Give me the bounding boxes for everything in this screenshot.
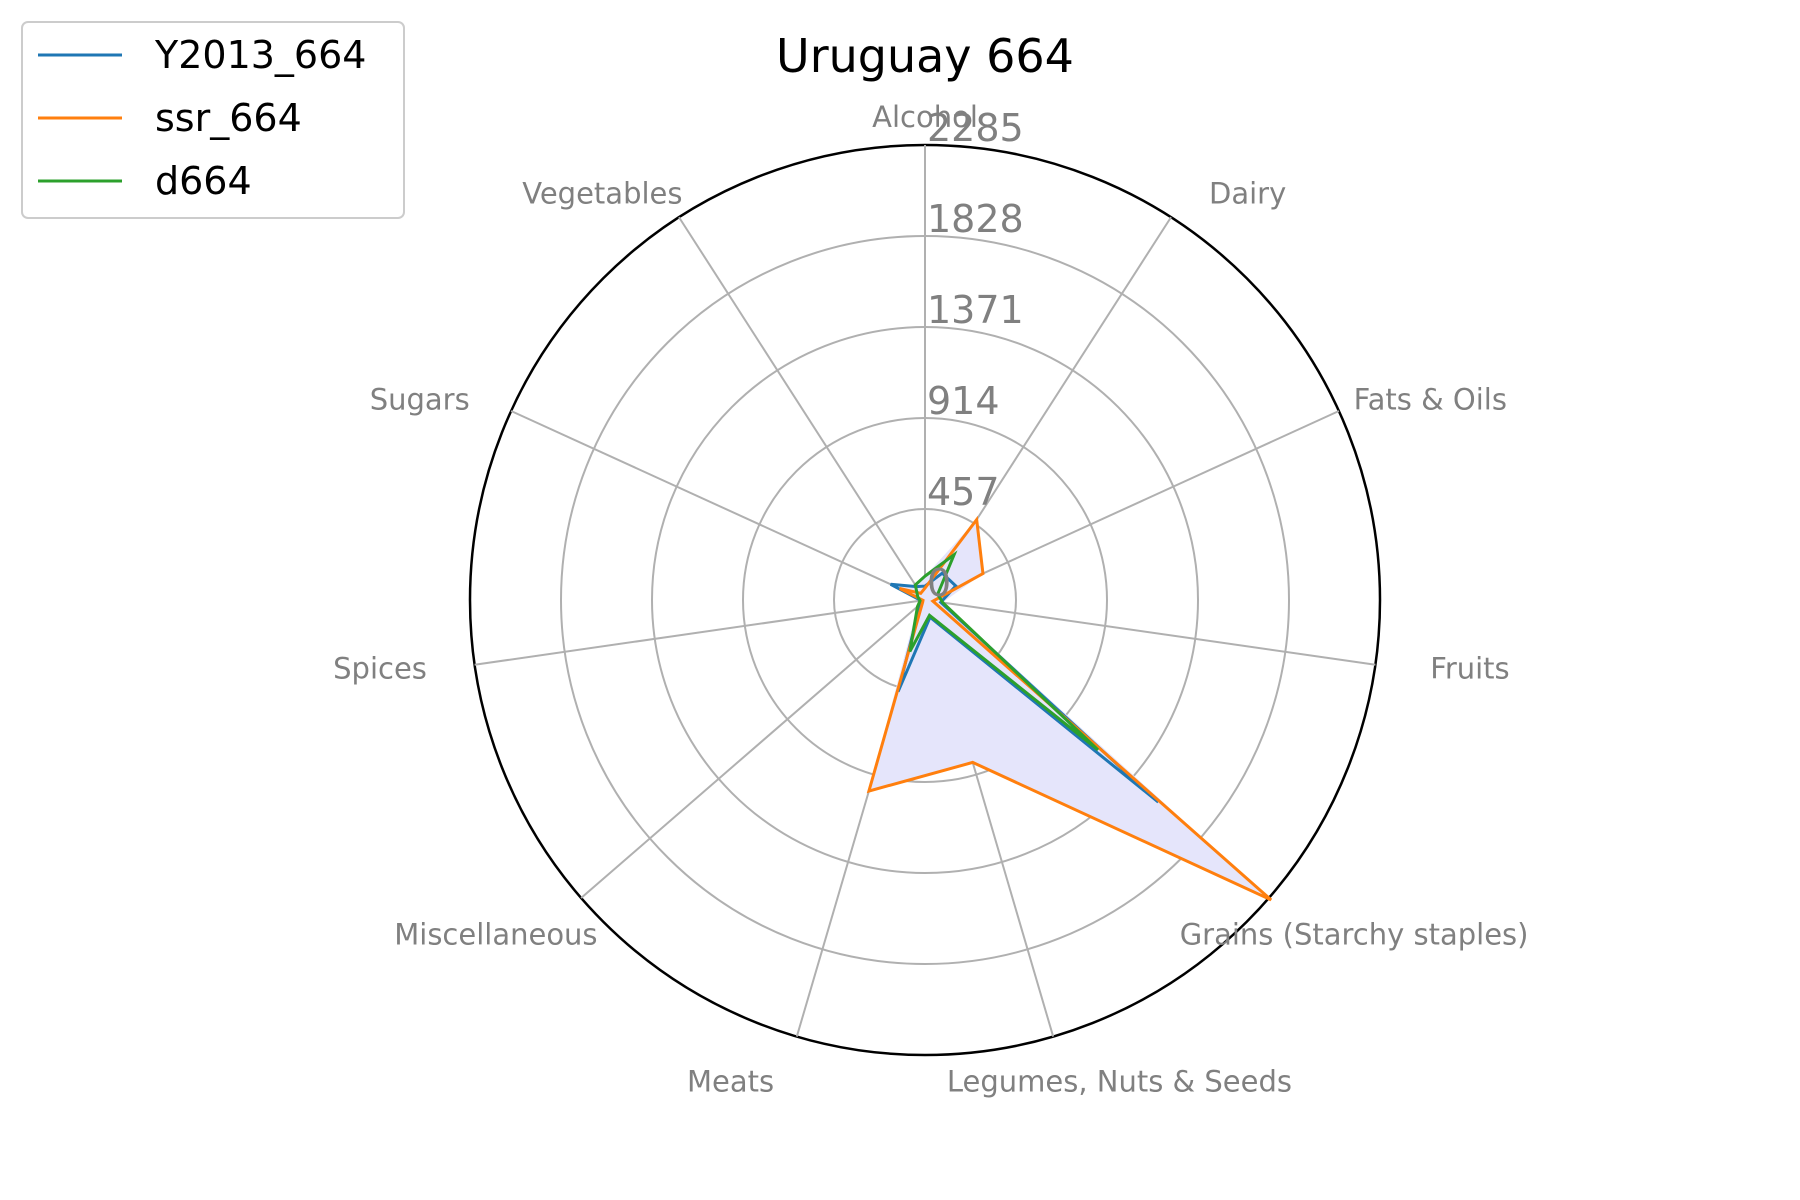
radial-tick-label: 0 xyxy=(927,561,951,605)
series-line-Y2013_664 xyxy=(889,571,1160,804)
radial-tick-label: 914 xyxy=(927,379,1000,423)
category-label: Dairy xyxy=(1209,177,1286,211)
grid-spoke xyxy=(474,599,926,666)
grid-spoke xyxy=(924,410,1340,601)
series-fill-area xyxy=(868,519,1272,900)
category-label: Fruits xyxy=(1430,652,1509,686)
category-label: Vegetables xyxy=(522,177,682,211)
category-label: Sugars xyxy=(370,382,470,416)
legend-label: Y2013_664 xyxy=(154,33,366,77)
grid-spoke xyxy=(580,599,926,899)
legend-box xyxy=(21,21,405,219)
category-label: Spices xyxy=(333,652,427,686)
category-label: Meats xyxy=(687,1064,774,1098)
category-label: Grains (Starchy staples) xyxy=(1180,917,1529,951)
radial-tick-label: 1371 xyxy=(927,288,1024,332)
series-line-d664 xyxy=(908,550,1100,752)
chart-title: Uruguay 664 xyxy=(776,29,1074,83)
legend-label: d664 xyxy=(155,159,252,203)
grid-spoke xyxy=(678,216,926,601)
radial-tick-label: 1828 xyxy=(927,197,1024,241)
legend-label: ssr_664 xyxy=(155,96,302,140)
grid-spoke xyxy=(510,410,926,601)
category-label: Fats & Oils xyxy=(1354,382,1507,416)
radial-tick-label: 457 xyxy=(927,470,1000,514)
grid-spoke xyxy=(924,599,1376,666)
category-label: Alcohol xyxy=(872,100,978,134)
category-label: Miscellaneous xyxy=(394,917,597,951)
legend: Y2013_664 ssr_664 d664 xyxy=(21,21,405,219)
series-line-ssr_664 xyxy=(866,515,1273,902)
radial-tick-label: 2285 xyxy=(927,106,1024,150)
category-label: Legumes, Nuts & Seeds xyxy=(947,1064,1292,1098)
radar-series xyxy=(866,515,1273,902)
